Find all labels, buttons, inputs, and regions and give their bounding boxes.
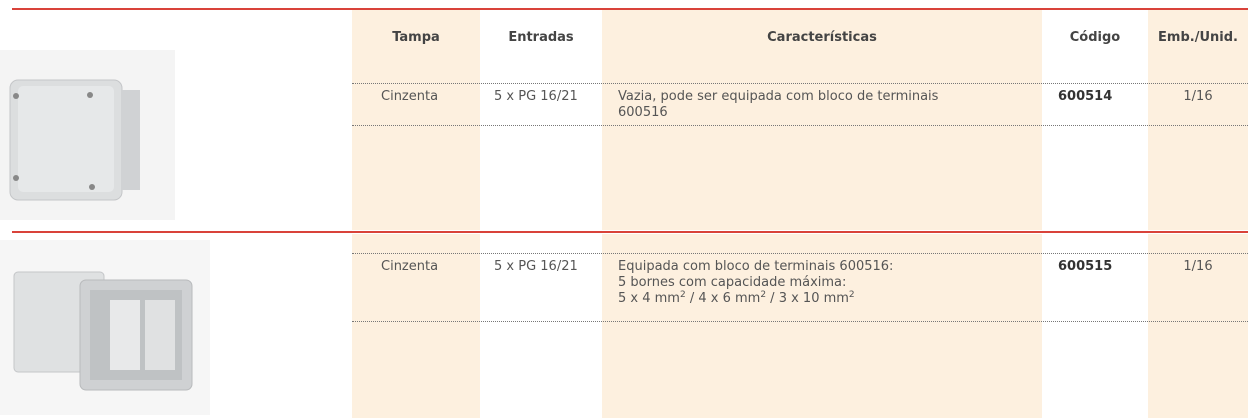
cell-description: 600516 bbox=[618, 105, 668, 120]
cell-codigo: 600515 bbox=[1058, 259, 1113, 274]
column-header: Características bbox=[767, 30, 877, 45]
row-rule bbox=[352, 321, 1248, 322]
capacity-text: / 4 x 6 mm bbox=[685, 291, 761, 306]
cell-emb: 1/16 bbox=[1183, 89, 1213, 104]
column-bg bbox=[352, 234, 480, 418]
cell-tampa: Cinzenta bbox=[381, 89, 439, 104]
cell-description: 5 bornes com capacidade máxima: bbox=[618, 275, 847, 290]
cell-codigo: 600514 bbox=[1058, 89, 1113, 104]
cell-capacity: 5 x 4 mm2 / 4 x 6 mm2 / 3 x 10 mm2 bbox=[618, 291, 855, 307]
cell-entradas: 5 x PG 16/21 bbox=[494, 259, 578, 274]
capacity-sup: 2 bbox=[848, 290, 855, 300]
cell-description: Vazia, pode ser equipada com bloco de te… bbox=[618, 89, 939, 104]
product-image bbox=[0, 50, 175, 220]
row-rule bbox=[352, 83, 1248, 84]
cell-emb: 1/16 bbox=[1183, 259, 1213, 274]
column-bg bbox=[602, 10, 1042, 230]
capacity-sup: 2 bbox=[679, 290, 686, 300]
row-rule bbox=[352, 125, 1248, 126]
column-header: Emb./Unid. bbox=[1158, 30, 1238, 45]
cell-tampa: Cinzenta bbox=[381, 259, 439, 274]
column-bg bbox=[1148, 234, 1248, 418]
row-rule bbox=[352, 253, 1248, 254]
column-header: Tampa bbox=[392, 30, 440, 45]
column-header: Entradas bbox=[508, 30, 574, 45]
separator bbox=[12, 231, 1248, 233]
capacity-text: / 3 x 10 mm bbox=[766, 291, 849, 306]
column-bg bbox=[602, 234, 1042, 418]
column-bg bbox=[1148, 10, 1248, 230]
column-header: Código bbox=[1069, 30, 1121, 45]
product-image bbox=[0, 240, 210, 415]
capacity-sup: 2 bbox=[760, 290, 767, 300]
cell-description: Equipada com bloco de terminais 600516: bbox=[618, 259, 894, 274]
capacity-text: 5 x 4 mm bbox=[618, 291, 680, 306]
separator bbox=[12, 8, 1248, 10]
cell-entradas: 5 x PG 16/21 bbox=[494, 89, 578, 104]
column-bg bbox=[352, 10, 480, 230]
